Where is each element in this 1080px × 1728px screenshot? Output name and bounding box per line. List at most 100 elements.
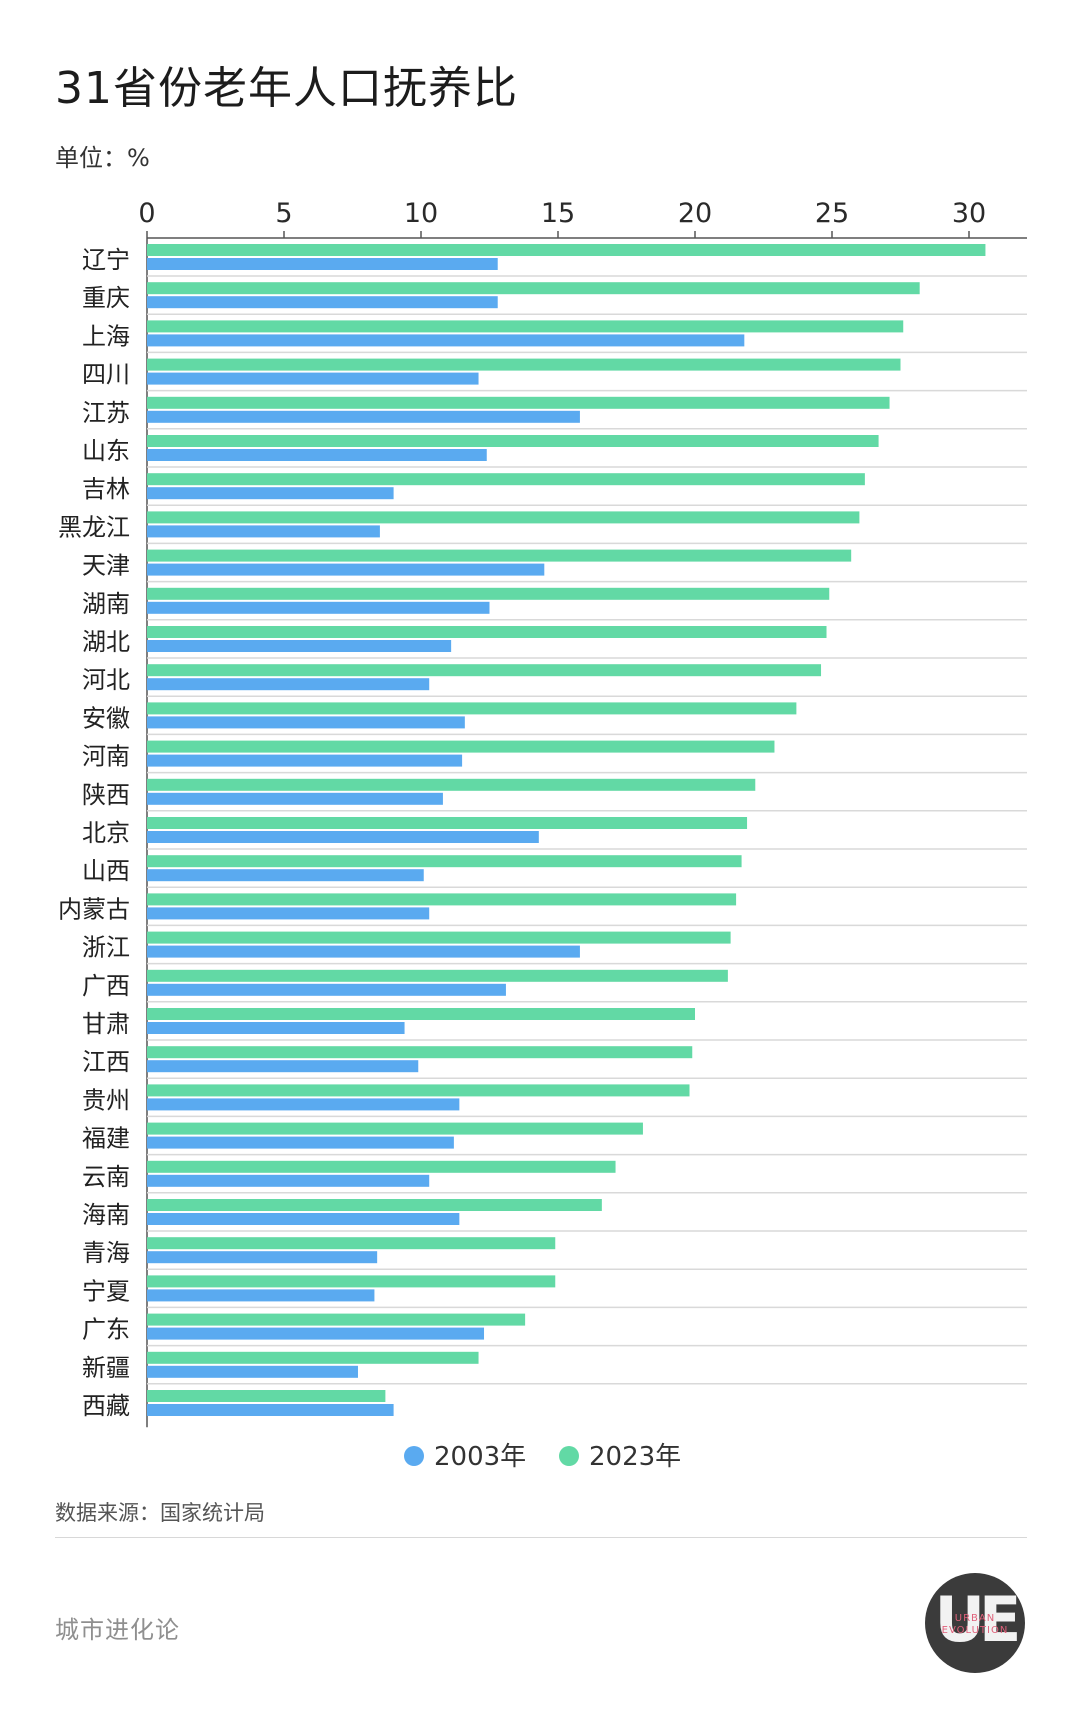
bar-2023	[147, 244, 986, 256]
bar-2023	[147, 1008, 695, 1020]
bar-2003	[147, 1327, 485, 1340]
category-label: 四川	[82, 361, 130, 389]
bar-2003	[147, 1174, 430, 1187]
bar-2003	[147, 258, 498, 270]
bar-2003	[147, 1365, 358, 1378]
x-tick-label: 10	[404, 198, 438, 229]
category-label: 江西	[82, 1048, 130, 1076]
chart-title: 31省份老年人口抚养比	[55, 63, 518, 114]
category-label: 吉林	[82, 475, 130, 503]
legend-label: 2003年	[434, 1442, 526, 1472]
brand-logo: UE URBAN EVOLUTION	[925, 1573, 1025, 1673]
category-label: 云南	[82, 1163, 130, 1191]
bar-2003	[147, 334, 745, 347]
bar-2023	[147, 282, 920, 295]
bar-2003	[147, 983, 506, 996]
bar-2023	[147, 549, 852, 562]
category-label: 湖南	[82, 590, 130, 618]
category-label: 安徽	[82, 704, 130, 732]
category-label: 辽宁	[82, 246, 130, 274]
bar-2023	[147, 969, 728, 982]
bar-2023	[147, 702, 797, 715]
footer-divider	[55, 1537, 1027, 1538]
bar-2023	[147, 1390, 386, 1402]
category-label: 浙江	[82, 934, 130, 962]
bar-2003	[147, 1213, 460, 1225]
legend-marker	[559, 1446, 579, 1466]
bar-2023	[147, 1199, 602, 1211]
bar-2023	[147, 1313, 526, 1326]
category-label: 青海	[82, 1239, 130, 1267]
bar-2003	[147, 601, 490, 614]
category-label: 山西	[82, 857, 130, 885]
bar-2003	[147, 945, 580, 958]
bar-2023	[147, 396, 890, 409]
category-label: 上海	[82, 322, 130, 350]
category-label: 新疆	[82, 1354, 130, 1382]
bar-2003	[147, 1060, 419, 1073]
bar-2003	[147, 678, 430, 691]
bar-2023	[147, 1122, 643, 1135]
legend-marker	[404, 1446, 424, 1466]
category-label: 河北	[82, 666, 130, 694]
bar-2003	[147, 296, 498, 309]
bar-2023	[147, 1046, 693, 1059]
bar-2003	[147, 831, 539, 843]
category-label: 内蒙古	[58, 895, 130, 923]
bar-2023	[147, 817, 748, 829]
bar-2023	[147, 778, 756, 791]
legend-label: 2023年	[589, 1442, 681, 1472]
category-label: 宁夏	[82, 1277, 130, 1305]
x-tick-label: 20	[678, 198, 712, 229]
category-label: 海南	[82, 1201, 130, 1229]
x-tick-label: 25	[815, 198, 849, 229]
bar-2003	[147, 1251, 378, 1264]
bar-2023	[147, 740, 775, 753]
x-tick-label: 5	[275, 198, 292, 229]
category-label: 河南	[82, 743, 130, 771]
bar-2003	[147, 1404, 394, 1416]
bar-2003	[147, 640, 452, 652]
bar-2003	[147, 716, 465, 729]
bar-2003	[147, 1022, 405, 1034]
x-tick-label: 15	[541, 198, 575, 229]
category-label: 陕西	[82, 781, 130, 809]
unit-label: 单位：%	[55, 144, 150, 172]
category-label: 黑龙江	[58, 513, 130, 541]
category-label: 广西	[82, 972, 130, 1000]
bar-2023	[147, 626, 827, 638]
x-tick-label: 30	[952, 198, 986, 229]
category-label: 甘肃	[82, 1010, 130, 1038]
bar-2023	[147, 1237, 556, 1250]
logo-mark: UE	[934, 1583, 1022, 1656]
category-label: 重庆	[82, 284, 130, 312]
brand-name: 城市进化论	[55, 1616, 180, 1644]
bar-2003	[147, 525, 380, 538]
bar-2003	[147, 907, 430, 920]
bar-2003	[147, 792, 443, 805]
category-label: 福建	[82, 1125, 130, 1153]
bar-2023	[147, 664, 822, 677]
x-tick-label: 0	[138, 198, 155, 229]
category-label: 江苏	[82, 399, 130, 427]
bar-2023	[147, 473, 865, 486]
category-label: 山东	[82, 437, 130, 465]
logo-text: URBAN EVOLUTION	[941, 1613, 1009, 1636]
bar-2003	[147, 449, 487, 461]
bar-2023	[147, 320, 904, 333]
bar-2023	[147, 1160, 616, 1173]
bar-2003	[147, 1136, 454, 1149]
bar-2023	[147, 358, 901, 371]
bar-2003	[147, 372, 479, 385]
category-label: 西藏	[82, 1392, 130, 1420]
bar-2003	[147, 1289, 375, 1302]
bar-2023	[147, 931, 731, 944]
bar-2023	[147, 1351, 479, 1364]
bar-2023	[147, 893, 737, 906]
bar-2003	[147, 869, 424, 882]
category-label: 天津	[82, 552, 130, 580]
bar-2003	[147, 563, 545, 576]
source-label: 数据来源：国家统计局	[55, 1501, 265, 1525]
bar-chart: 0 5 10 15 20 25 30 辽宁重庆上海四川江苏山东吉林黑龙江天津湖南湖北河北安徽河…	[58, 198, 1027, 1472]
bar-2023	[147, 855, 742, 868]
